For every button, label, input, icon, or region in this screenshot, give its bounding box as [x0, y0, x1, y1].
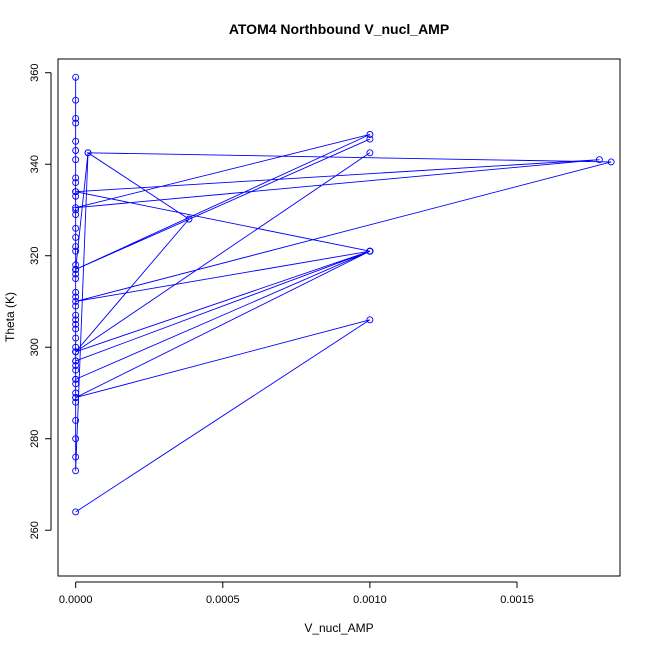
x-tick-label: 0.0010	[353, 594, 387, 606]
data-point	[72, 298, 80, 305]
data-point	[72, 435, 80, 443]
data-point	[185, 215, 193, 223]
data-point	[72, 453, 80, 461]
data-point	[72, 233, 80, 241]
data-point	[72, 73, 80, 81]
data-point	[72, 334, 80, 342]
x-axis: 0.0000 0.0005 0.0010 0.0015	[59, 581, 534, 606]
data-point	[72, 398, 80, 406]
data-point	[72, 366, 80, 374]
data-point	[72, 266, 80, 273]
data-point	[72, 174, 80, 182]
data-point	[72, 224, 80, 232]
data-point	[366, 131, 374, 138]
plot-frame	[57, 58, 621, 577]
data-point	[72, 380, 80, 388]
data-point	[72, 270, 80, 278]
data-point	[72, 115, 80, 122]
data-point	[72, 288, 80, 296]
x-tick-label: 0.0000	[59, 594, 93, 606]
data-point	[72, 243, 80, 251]
data-point	[72, 362, 80, 369]
data-point	[366, 149, 374, 157]
data-point	[72, 394, 80, 402]
series-layer	[72, 73, 615, 516]
y-axis: 260 280 300 320 340 360	[29, 64, 52, 539]
data-point	[72, 416, 80, 424]
series-line	[75, 77, 612, 513]
data-point	[72, 192, 80, 200]
data-point	[72, 179, 80, 186]
y-tick-label: 340	[29, 155, 41, 173]
x-axis-label: V_nucl_AMP	[304, 621, 373, 635]
data-point	[72, 375, 80, 383]
data-point	[72, 206, 80, 214]
x-tick-label: 0.0015	[500, 594, 534, 606]
y-tick-label: 360	[29, 64, 41, 82]
data-point	[72, 343, 80, 351]
data-point	[72, 357, 80, 365]
chart-title: ATOM4 Northbound V_nucl_AMP	[229, 21, 449, 37]
data-point	[72, 156, 80, 164]
data-point	[84, 149, 92, 157]
data-point	[72, 188, 80, 196]
data-point	[72, 119, 80, 127]
data-point	[607, 158, 615, 166]
data-point	[72, 348, 80, 356]
data-point	[72, 247, 80, 255]
data-point	[72, 508, 80, 516]
data-point	[366, 247, 374, 255]
y-axis-label: Theta (K)	[3, 292, 17, 342]
y-tick-label: 280	[29, 430, 41, 448]
y-tick-label: 300	[29, 338, 41, 356]
y-tick-label: 320	[29, 247, 41, 265]
data-point	[72, 275, 80, 283]
data-point	[72, 325, 80, 333]
data-point	[72, 467, 80, 475]
data-point	[366, 316, 374, 324]
data-point	[72, 137, 80, 145]
data-point	[72, 211, 80, 219]
data-point	[366, 135, 374, 143]
data-point	[72, 261, 80, 269]
data-point	[595, 156, 603, 164]
data-point	[72, 96, 80, 104]
data-point	[72, 389, 80, 397]
y-tick-label: 260	[29, 521, 41, 539]
x-tick-label: 0.0005	[206, 594, 240, 606]
data-point	[72, 204, 80, 212]
data-point	[72, 302, 80, 310]
data-point	[72, 293, 80, 301]
data-point	[72, 311, 80, 319]
data-point	[72, 316, 80, 324]
data-point	[72, 320, 80, 328]
data-point	[72, 147, 80, 154]
